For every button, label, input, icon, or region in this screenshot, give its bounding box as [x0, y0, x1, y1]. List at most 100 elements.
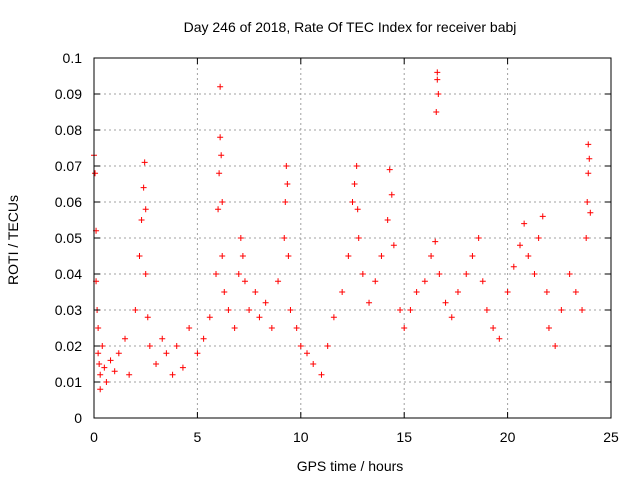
- x-axis-label: GPS time / hours: [297, 458, 404, 474]
- data-point: [583, 235, 590, 241]
- data-point: [388, 191, 395, 198]
- y-tick-label: 0.02: [55, 338, 82, 354]
- data-point: [95, 350, 102, 357]
- data-point: [531, 271, 538, 277]
- data-point: [584, 199, 591, 205]
- data-point: [587, 209, 594, 216]
- data-point: [186, 325, 193, 331]
- data-point: [141, 159, 148, 166]
- data-point: [585, 141, 592, 148]
- data-point: [107, 357, 114, 364]
- data-point: [225, 307, 232, 313]
- data-point: [442, 299, 449, 306]
- data-point: [539, 213, 546, 220]
- y-tick-label: 0.07: [55, 158, 82, 174]
- data-point: [241, 278, 248, 285]
- data-point: [218, 152, 225, 159]
- data-point: [246, 307, 253, 313]
- data-point: [122, 335, 129, 342]
- data-point: [428, 253, 435, 259]
- data-point: [545, 325, 552, 331]
- data-point: [138, 217, 145, 223]
- data-point: [285, 253, 292, 259]
- x-tick-labels: 0 5 10 15 20 25: [90, 429, 619, 445]
- data-point: [351, 181, 358, 187]
- data-point: [384, 217, 391, 223]
- data-point: [231, 325, 238, 331]
- data-point: [142, 206, 149, 213]
- data-point: [235, 271, 242, 277]
- data-point: [504, 289, 511, 295]
- data-point: [413, 289, 420, 295]
- data-point: [217, 134, 224, 141]
- data-point: [92, 170, 99, 177]
- data-point: [421, 278, 428, 285]
- data-point: [330, 314, 337, 321]
- y-tick-label: 0: [74, 410, 82, 426]
- data-point: [115, 350, 122, 357]
- data-point: [345, 253, 352, 259]
- data-point: [586, 155, 593, 162]
- y-tick-label: 0.06: [55, 194, 82, 210]
- data-point: [219, 199, 226, 205]
- y-tick-label: 0.08: [55, 122, 82, 138]
- data-point: [140, 184, 147, 191]
- data-point: [103, 379, 110, 385]
- y-axis-label: ROTI / TECUs: [5, 195, 21, 285]
- data-point: [206, 314, 213, 321]
- x-tick-label: 15: [396, 429, 412, 445]
- data-point: [433, 109, 440, 115]
- data-point: [275, 278, 282, 285]
- data-point: [111, 368, 118, 375]
- data-point: [96, 361, 103, 367]
- data-point: [355, 235, 362, 241]
- x-tick-label: 20: [500, 429, 516, 445]
- data-point: [173, 343, 180, 349]
- data-point: [95, 325, 102, 331]
- data-point: [217, 83, 224, 90]
- data-point: [469, 253, 476, 259]
- data-point: [496, 335, 503, 342]
- data-point: [390, 242, 397, 249]
- data-point: [378, 253, 385, 259]
- data-point: [163, 350, 170, 357]
- y-tick-labels: 0 0.01 0.02 0.03 0.04 0.05 0.06 0.07 0.08 0.09 0.1: [55, 50, 82, 426]
- chart-title: Day 246 of 2018, Rate Of TEC Index for r…: [184, 19, 517, 35]
- data-point: [256, 314, 263, 321]
- data-point: [239, 253, 246, 259]
- data-point: [483, 307, 490, 313]
- data-point: [490, 325, 497, 331]
- data-point: [144, 314, 151, 321]
- data-point: [252, 289, 259, 295]
- data-point: [366, 299, 373, 306]
- data-point: [293, 325, 300, 331]
- plot-frame: [93, 57, 612, 419]
- y-tick-label: 0.1: [63, 50, 83, 66]
- data-point: [219, 253, 226, 259]
- data-point: [432, 238, 439, 245]
- data-point: [479, 278, 486, 285]
- data-point: [169, 371, 176, 378]
- data-point: [572, 289, 579, 295]
- data-point: [372, 278, 379, 285]
- data-point: [304, 350, 311, 357]
- data-point: [262, 299, 269, 306]
- data-point: [521, 220, 528, 227]
- data-point: [282, 199, 289, 205]
- data-point: [179, 364, 186, 371]
- data-point: [463, 271, 470, 277]
- x-tick-label: 0: [90, 429, 98, 445]
- data-point: [215, 206, 222, 213]
- data-point: [136, 253, 143, 259]
- axis-ticks: [93, 57, 612, 419]
- data-point: [132, 307, 139, 313]
- data-point: [281, 235, 288, 241]
- data-point: [454, 289, 461, 295]
- data-point: [324, 343, 331, 349]
- data-point: [566, 271, 573, 277]
- data-point: [318, 371, 325, 378]
- data-point: [268, 325, 275, 331]
- grid-lines: [94, 58, 611, 418]
- data-point: [216, 170, 223, 177]
- data-point: [448, 314, 455, 321]
